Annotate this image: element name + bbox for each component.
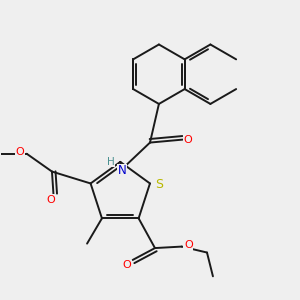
Text: O: O <box>184 135 192 145</box>
Text: O: O <box>122 260 131 270</box>
Text: O: O <box>184 240 193 250</box>
Text: O: O <box>16 147 25 157</box>
Text: H: H <box>106 157 114 167</box>
Text: N: N <box>117 164 126 177</box>
Text: O: O <box>46 195 55 205</box>
Text: S: S <box>155 178 163 191</box>
